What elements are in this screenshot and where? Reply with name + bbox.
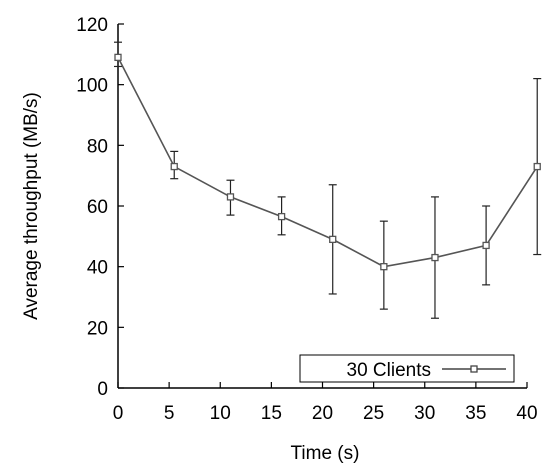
x-tick-label: 15 <box>261 403 282 424</box>
y-ticks: 0 20 40 60 80 100 120 <box>76 15 124 400</box>
x-ticks: 0 5 10 15 20 25 30 35 40 <box>113 382 538 424</box>
data-point <box>114 53 122 62</box>
y-tick-label: 100 <box>76 76 108 97</box>
data-point <box>170 162 178 171</box>
x-axis: 0 5 10 15 20 25 30 35 40 <box>113 382 538 424</box>
series-line <box>117 57 538 268</box>
y-tick-label: 120 <box>76 15 108 36</box>
x-tick-label: 5 <box>164 403 175 424</box>
data-point <box>380 263 388 271</box>
y-axis: 0 20 40 60 80 100 120 <box>76 15 124 400</box>
x-tick-label: 0 <box>113 403 124 424</box>
x-axis-label: Time (s) <box>291 443 360 464</box>
x-tick-label: 30 <box>414 403 435 424</box>
legend-marker <box>470 365 478 373</box>
plot-area <box>114 41 542 319</box>
y-tick-label: 60 <box>87 197 108 218</box>
legend: 30 Clients <box>299 354 515 383</box>
data-point <box>329 235 337 244</box>
x-tick-label: 40 <box>516 403 537 424</box>
x-tick-label: 20 <box>312 403 333 424</box>
data-point <box>226 193 235 201</box>
legend-label: 30 Clients <box>347 360 432 381</box>
data-point <box>277 212 286 221</box>
x-tick-label: 10 <box>210 403 231 424</box>
y-tick-label: 80 <box>87 136 108 157</box>
y-axis-label: Average throughput (MB/s) <box>21 92 42 320</box>
y-tick-label: 0 <box>97 379 108 400</box>
x-tick-label: 35 <box>465 403 486 424</box>
y-tick-label: 40 <box>87 258 108 279</box>
data-point <box>482 241 490 250</box>
data-point <box>533 162 541 171</box>
y-tick-label: 20 <box>87 318 108 339</box>
data-point <box>431 253 439 262</box>
x-tick-label: 25 <box>363 403 384 424</box>
